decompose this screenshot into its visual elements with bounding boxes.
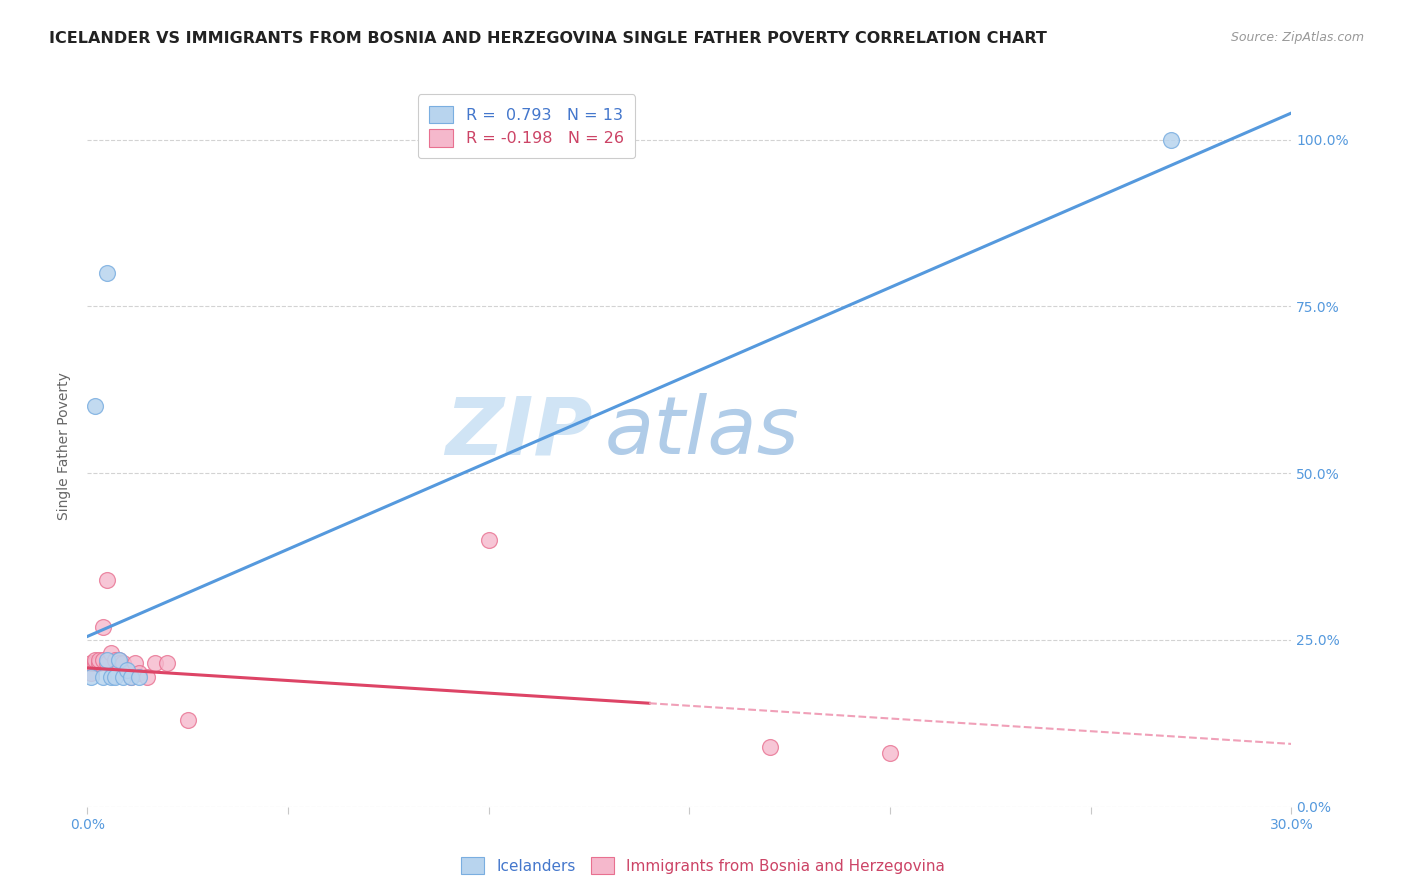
Point: [1160, 133, 1182, 147]
Point: [104, 669, 127, 683]
Point: [80, 657, 103, 671]
Point: [112, 669, 135, 683]
Point: [84, 657, 107, 671]
Point: [145, 657, 167, 671]
Point: [117, 663, 139, 677]
Point: [112, 657, 135, 671]
Point: [879, 746, 901, 760]
Point: [80, 666, 103, 681]
Point: [89, 653, 111, 667]
Legend: R =  0.793   N = 13, R = -0.198   N = 26: R = 0.793 N = 13, R = -0.198 N = 26: [418, 95, 636, 158]
Point: [96, 573, 118, 587]
Point: [128, 666, 150, 681]
Point: [100, 669, 122, 683]
Text: atlas: atlas: [605, 393, 800, 471]
Point: [120, 669, 142, 683]
Point: [758, 739, 780, 754]
Point: [84, 653, 107, 667]
Point: [124, 657, 146, 671]
Point: [477, 533, 499, 547]
Point: [104, 653, 127, 667]
Point: [108, 653, 131, 667]
Y-axis label: Single Father Poverty: Single Father Poverty: [58, 373, 72, 520]
Point: [120, 669, 142, 683]
Point: [100, 646, 122, 660]
Point: [117, 666, 139, 681]
Legend: Icelanders, Immigrants from Bosnia and Herzegovina: Icelanders, Immigrants from Bosnia and H…: [456, 851, 950, 880]
Point: [89, 657, 111, 671]
Text: ZIP: ZIP: [446, 393, 593, 471]
Point: [156, 657, 179, 671]
Point: [108, 653, 131, 667]
Point: [91, 669, 114, 683]
Text: ICELANDER VS IMMIGRANTS FROM BOSNIA AND HERZEGOVINA SINGLE FATHER POVERTY CORREL: ICELANDER VS IMMIGRANTS FROM BOSNIA AND …: [49, 31, 1047, 46]
Point: [91, 619, 114, 633]
Point: [128, 669, 150, 683]
Point: [176, 713, 198, 727]
Point: [96, 653, 118, 667]
Point: [96, 266, 118, 280]
Text: Source: ZipAtlas.com: Source: ZipAtlas.com: [1230, 31, 1364, 45]
Point: [108, 657, 131, 671]
Point: [84, 400, 107, 414]
Point: [91, 653, 114, 667]
Point: [136, 669, 159, 683]
Point: [80, 669, 103, 683]
Point: [96, 657, 118, 671]
